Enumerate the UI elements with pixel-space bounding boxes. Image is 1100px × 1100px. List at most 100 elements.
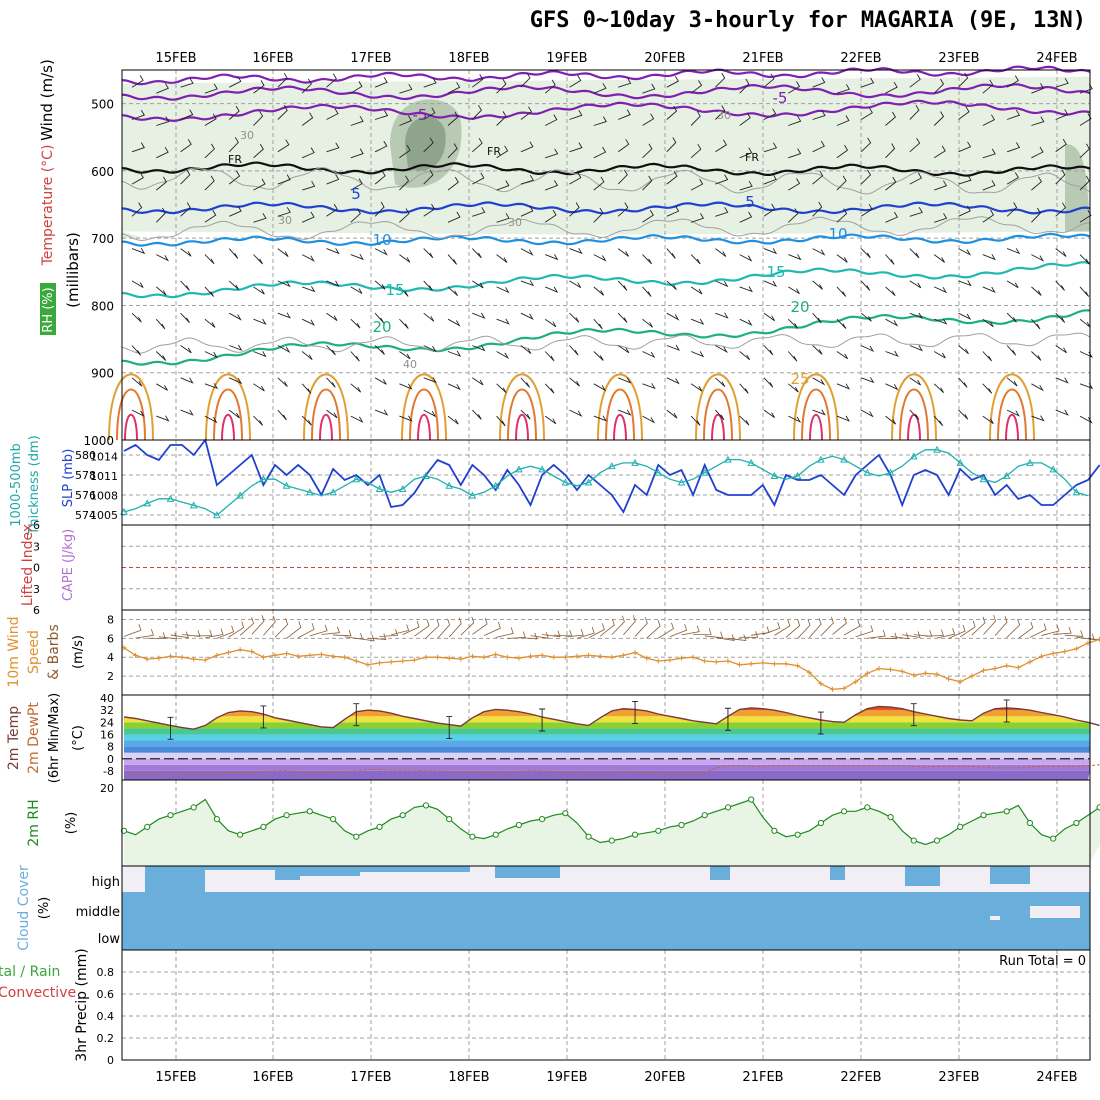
wind-barb [836,383,851,390]
wind-barb [301,78,312,94]
wind-barb [131,312,142,323]
temp-unit-label: (°C) [71,725,86,751]
wind-speed-point [237,647,243,653]
wind-barb [447,143,458,159]
temp-band [124,752,1090,759]
temp-band [124,770,1090,780]
wind-barb [423,137,434,153]
wind-speed-point [1062,649,1068,655]
wind-barb [545,180,559,191]
wind-barb [909,345,923,352]
cloud-high-bar [990,866,1030,884]
rh-legend-swatch [40,283,56,335]
wind-barb [156,176,167,191]
precip-label: 3hr Precip (mm) [74,948,90,1061]
cape-label: CAPE (J/kg) [61,529,76,601]
rh-contour-30-b [121,216,1091,242]
wind-barb [545,286,559,293]
rh-point [330,816,337,823]
wind-barb-10m [669,623,688,638]
wind-barb-10m [878,632,898,640]
wind-barb-10m [727,634,747,641]
wind-barb-10m [867,629,886,639]
wind-barb [423,345,437,353]
wind-barb [617,169,628,185]
wind-barb [982,254,996,261]
wind-barb [569,409,583,417]
wind-barb-10m [472,617,488,635]
cloud-low-label: low [98,932,121,947]
slp-point [491,481,500,489]
wind-barb [399,144,411,159]
slp-point [352,475,361,483]
wind-barb [885,176,897,191]
wind-barb [763,377,774,388]
wind-speed-point [888,667,894,672]
wind-barb [812,377,826,386]
wind-barb [1055,377,1069,384]
precip-total-label: tal / Rain [0,964,60,980]
wind-speed-point [284,650,290,656]
wind-barb-10m [808,618,822,638]
wind-barb [739,383,749,394]
pressure-tick: 900 [91,367,114,381]
wind-barb [715,280,729,288]
wind-barb [204,383,219,390]
wind-barb [788,81,801,94]
day-label-top: 22FEB [840,51,881,66]
rh-point [446,816,453,823]
slp-point [840,455,848,463]
slp-point [398,484,407,493]
wind-barb [423,107,436,120]
wind-barb [860,280,871,291]
wind-barb-10m [1041,624,1060,636]
wind-barb [350,286,363,294]
minmax-bar [1003,699,1010,723]
wind-barb [1079,113,1092,126]
rh-point [678,821,685,829]
wind-barb [933,254,945,263]
wind-barb [1079,254,1090,265]
wind-barb [569,377,580,387]
wind-barb [156,116,170,126]
rh-point [655,827,662,834]
wind-barb [788,286,800,294]
wind-barb [1079,175,1090,191]
wind-barb [326,345,336,356]
rh-point [794,831,801,838]
wind-barb-10m [193,629,213,637]
wind-speed-point [446,655,452,661]
wind-barb [1055,409,1069,416]
pressure-tick: 500 [91,98,114,112]
contour-label: 30 [508,216,522,229]
wind-barb [1079,415,1093,424]
rh-point [724,804,732,811]
wind-barb [934,286,948,294]
wind-barb [861,377,875,384]
upper-wind-label: Wind (m/s) [38,59,56,141]
wind-barb [544,415,557,425]
wind-barb [836,175,847,191]
wind-barb [739,112,751,126]
rh-line [123,798,1100,846]
wind-barb [277,280,291,288]
wind-barb [399,415,413,422]
wind-barb [690,383,703,392]
wind-barb [617,345,630,354]
rh-point [353,833,360,840]
wind-speed-point [957,679,963,685]
day-label-top: 16FEB [252,51,293,66]
wind-barb [447,211,461,223]
rh-point [887,814,894,821]
wind-barb [836,208,848,223]
wind-barb-10m [1064,630,1084,637]
cloud-middle-gap [1030,906,1080,918]
rh-point [306,808,313,815]
rh-point [237,831,244,838]
wind-speed-point [702,658,708,664]
slp-point [607,462,616,470]
wind-barb [1006,280,1019,289]
wind-barb [1006,377,1018,387]
wind-barb [836,144,849,159]
wind-barb [666,137,677,153]
